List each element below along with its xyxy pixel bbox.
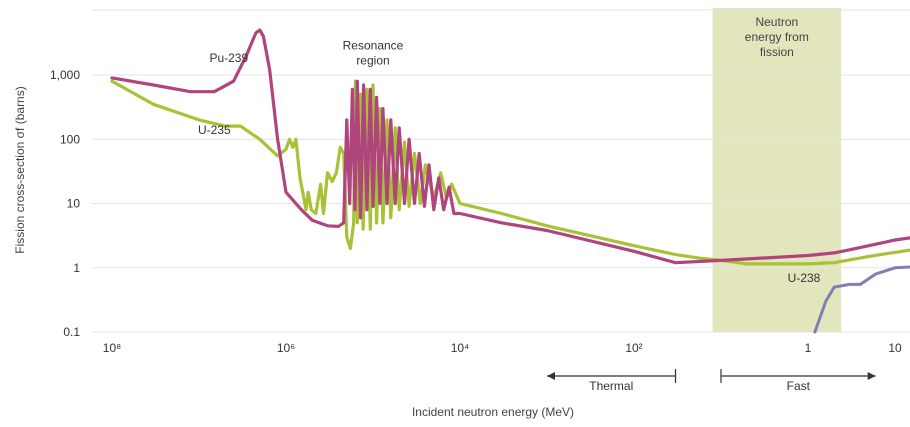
x-tick-label: 10² (625, 341, 642, 355)
arrow-fast-label: Fast (787, 379, 811, 393)
fission-energy-band-label: Neutron energy from fission (745, 15, 809, 59)
fission-energy-band (712, 8, 842, 332)
x-tick-label: 10⁴ (451, 341, 470, 355)
y-axis-title: Fission cross-section σf (barns) (13, 86, 27, 253)
x-tick-label: 10⁶ (277, 341, 295, 355)
annotation-u-235: U-235 (198, 123, 231, 137)
x-tick-label: 1 (805, 341, 812, 355)
annotation-resonance-region: Resonance region (343, 39, 404, 68)
arrow-layer: Thermal Fast (547, 369, 876, 393)
series-layer (110, 28, 910, 334)
band-layer: Neutron energy from fission (712, 8, 842, 332)
annotation-pu-239: Pu-239 (209, 51, 248, 65)
tick-layer: 0.1 1 10 100 1,000 10⁸ 10⁶ 10⁴ 10² 1 10 (50, 68, 902, 355)
annotation-line: Resonance (343, 39, 404, 53)
band-label-line: fission (760, 45, 794, 59)
y-tick-label: 0.1 (63, 325, 80, 339)
arrow-head-right (867, 372, 876, 380)
arrow-thermal-label: Thermal (589, 379, 633, 393)
y-tick-label: 1,000 (50, 68, 80, 82)
annotation-layer: Pu-239 U-235 Resonance region U-238 (198, 39, 821, 285)
y-tick-label: 1 (73, 261, 80, 275)
x-axis-title: Incident neutron energy (MeV) (412, 405, 574, 419)
x-tick-label: 10 (888, 341, 902, 355)
annotation-line: region (356, 54, 389, 68)
band-label-line: energy from (745, 30, 809, 44)
series-line-pu-239 (110, 28, 910, 265)
x-tick-label: 10⁸ (103, 341, 121, 355)
band-label-line: Neutron (755, 15, 798, 29)
series-line-u-238 (813, 265, 910, 334)
series-line-u-235 (110, 79, 910, 266)
y-tick-label: 10 (67, 197, 81, 211)
arrow-head-left (547, 372, 555, 380)
y-tick-label: 100 (60, 132, 80, 146)
grid-layer (92, 9, 910, 333)
annotation-u-238: U-238 (788, 271, 821, 285)
